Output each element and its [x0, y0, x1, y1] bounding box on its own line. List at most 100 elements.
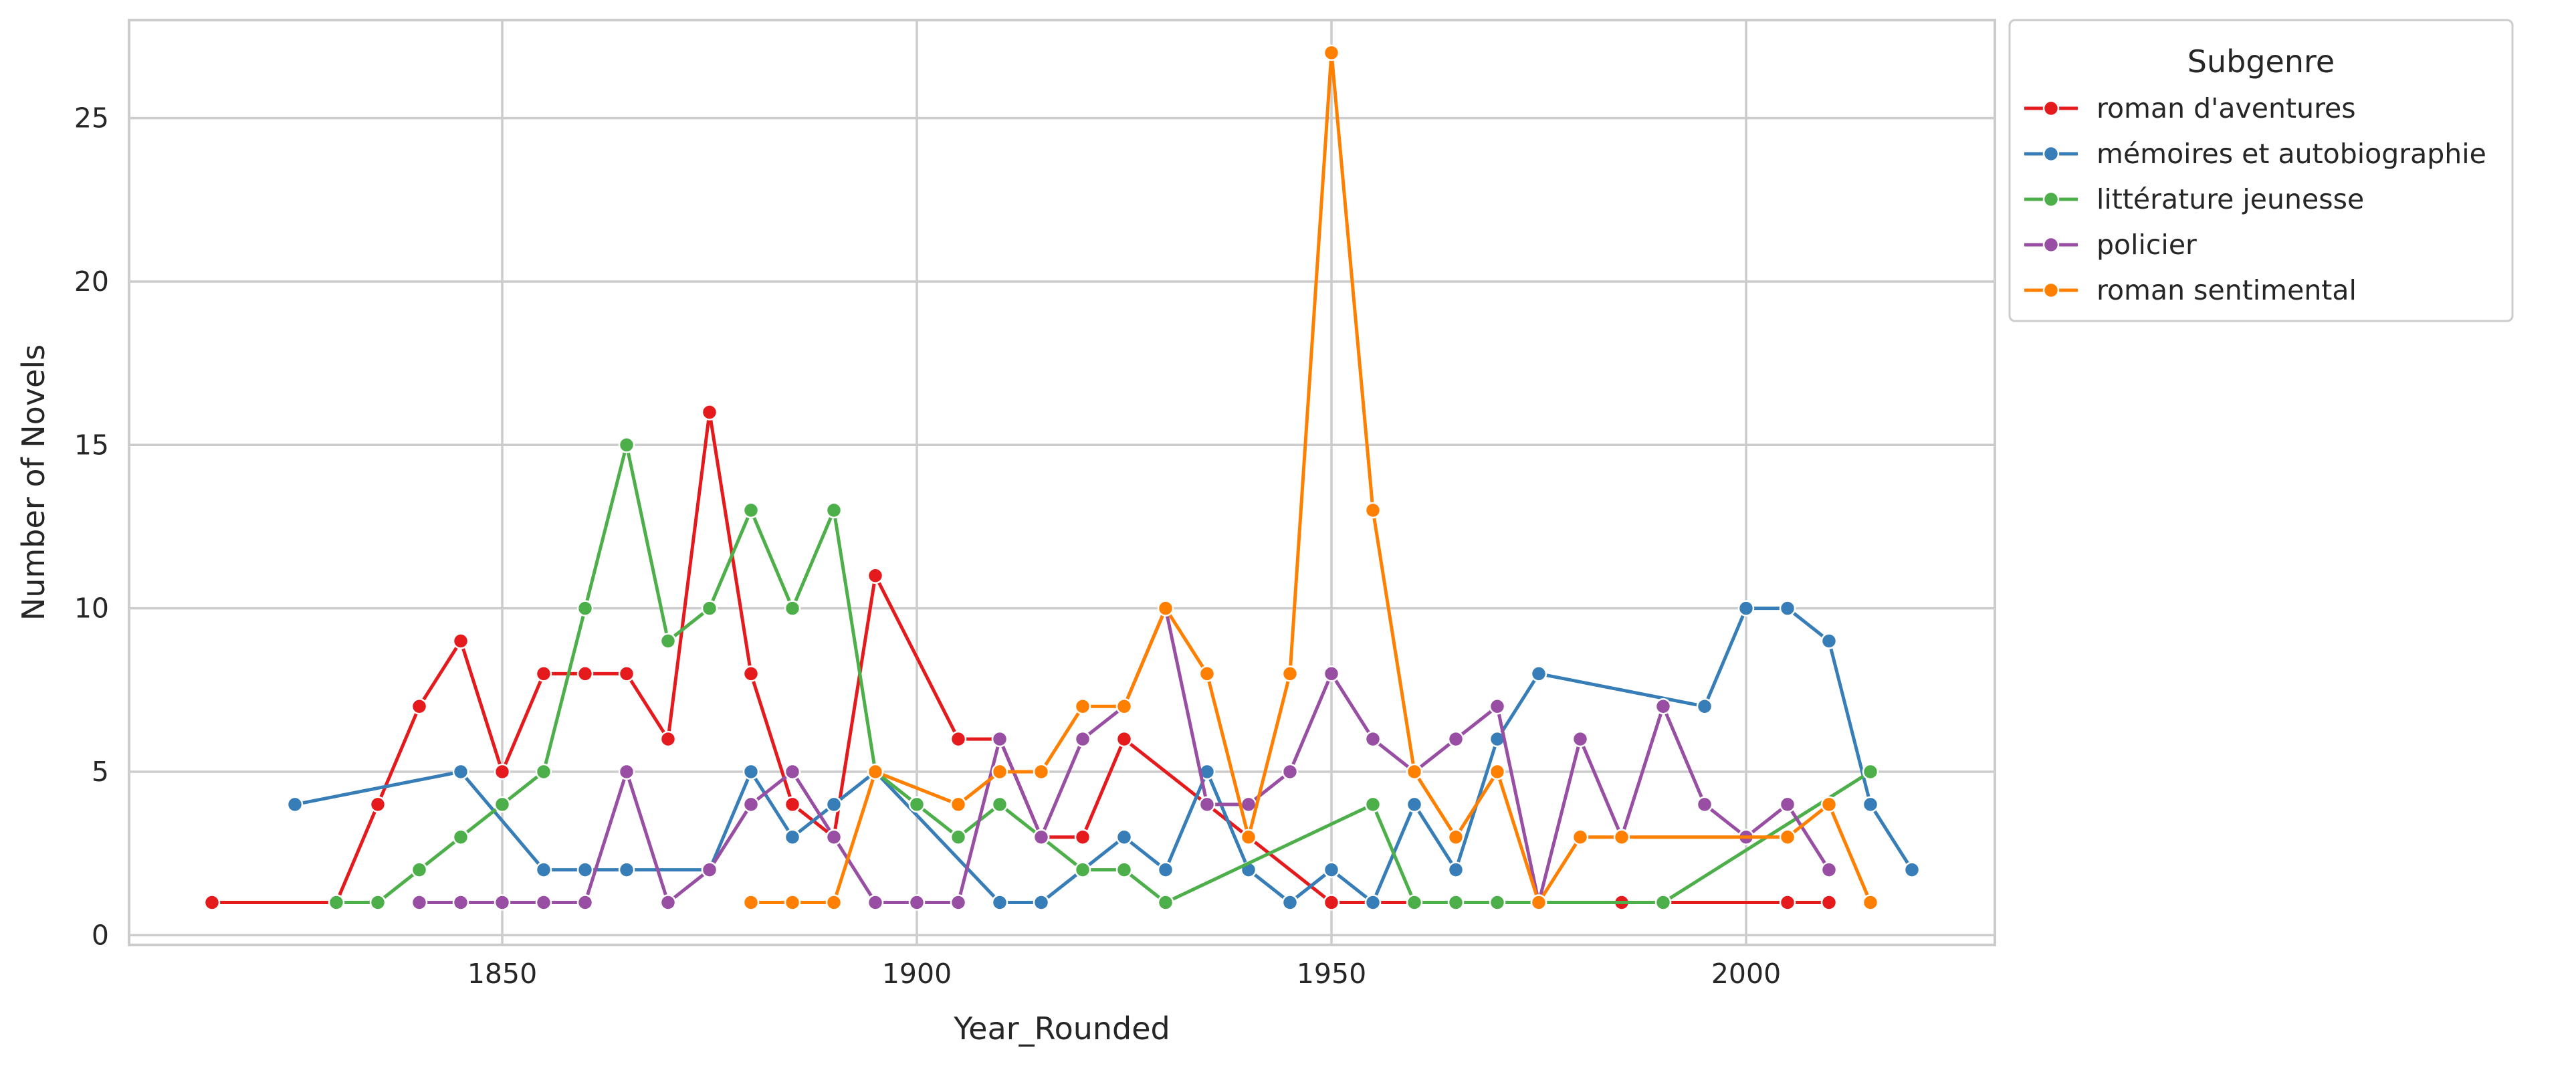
tick-labels: 1850 1900 1950 2000 0 5 10 15 20 25	[74, 102, 1781, 990]
data-point	[1157, 600, 1174, 617]
data-point	[867, 763, 884, 780]
data-point	[950, 796, 967, 813]
data-point	[1447, 894, 1465, 911]
series-line	[294, 607, 1914, 904]
data-point	[701, 861, 718, 878]
data-point	[1862, 894, 1879, 911]
data-point	[452, 633, 469, 649]
data-point	[618, 437, 635, 453]
data-point	[950, 894, 967, 911]
data-point	[991, 894, 1008, 911]
data-point	[369, 894, 387, 911]
data-point	[1033, 829, 1050, 845]
data-point	[659, 730, 677, 748]
data-point	[369, 796, 387, 813]
data-point	[1115, 861, 1133, 878]
data-point	[1364, 894, 1382, 911]
data-point	[328, 894, 345, 911]
grid-lines	[129, 20, 1995, 945]
data-point	[618, 861, 635, 878]
data-point	[825, 894, 843, 911]
data-point	[1489, 894, 1506, 911]
data-point	[659, 894, 677, 911]
data-point	[1074, 698, 1091, 715]
data-point	[1406, 763, 1423, 780]
data-point	[1198, 796, 1216, 813]
data-point	[742, 763, 760, 780]
data-point	[1364, 730, 1382, 748]
data-point	[576, 665, 594, 682]
data-point	[1115, 730, 1133, 748]
data-point	[784, 894, 801, 911]
x-tick-label: 1850	[467, 958, 537, 990]
data-point	[452, 829, 469, 845]
data-point	[1820, 633, 1838, 649]
data-point	[618, 763, 635, 780]
data-point	[535, 763, 552, 780]
data-point	[1489, 698, 1506, 715]
x-tick-label: 1900	[882, 958, 952, 990]
data-point	[452, 763, 469, 780]
data-point	[1281, 665, 1299, 682]
legend-label: littérature jeunesse	[2097, 183, 2364, 215]
data-point	[1323, 861, 1340, 878]
y-tick-label: 20	[74, 265, 109, 298]
y-axis-title: Number of Novels	[15, 344, 51, 621]
data-point	[1157, 861, 1174, 878]
data-point	[1779, 600, 1796, 617]
data-point	[1323, 44, 1340, 62]
data-point	[286, 796, 304, 813]
data-point	[535, 894, 552, 911]
plot-frame	[128, 19, 1996, 946]
data-point	[1572, 730, 1589, 748]
data-point	[1323, 894, 1340, 911]
x-axis-title: Year_Rounded	[953, 1010, 1170, 1047]
data-point	[535, 861, 552, 878]
data-point	[1447, 730, 1465, 748]
data-point	[576, 600, 594, 617]
data-point	[1406, 894, 1423, 911]
y-tick-label: 25	[74, 102, 109, 134]
legend-title: Subgenre	[2187, 43, 2335, 80]
data-point	[1033, 763, 1050, 780]
data-point	[742, 502, 760, 519]
data-point	[411, 894, 428, 911]
legend-swatch-marker	[2042, 100, 2060, 117]
legend-label: policier	[2097, 229, 2197, 261]
x-tick-label: 1950	[1297, 958, 1366, 990]
data-point	[1530, 894, 1547, 911]
data-point	[1779, 796, 1796, 813]
data-point	[1074, 730, 1091, 748]
data-point	[1654, 894, 1672, 911]
data-point	[784, 796, 801, 813]
data-point	[1115, 698, 1133, 715]
data-point	[908, 796, 926, 813]
data-point	[494, 763, 511, 780]
data-point	[1281, 763, 1299, 780]
data-point	[1779, 829, 1796, 845]
data-point	[411, 698, 428, 715]
data-point	[1903, 861, 1921, 878]
data-point	[1033, 894, 1050, 911]
data-point	[1364, 796, 1382, 813]
data-point	[1198, 665, 1216, 682]
data-point	[991, 796, 1008, 813]
series-group	[742, 44, 1879, 911]
data-point	[908, 894, 926, 911]
data-point	[784, 763, 801, 780]
y-tick-label: 10	[74, 593, 109, 625]
data-point	[1820, 894, 1838, 911]
data-point	[1489, 763, 1506, 780]
data-point	[701, 404, 718, 421]
data-point	[1779, 894, 1796, 911]
data-point	[1737, 600, 1755, 617]
data-point	[1862, 763, 1879, 780]
data-point	[742, 894, 760, 911]
data-point	[203, 894, 221, 911]
x-tick-label: 2000	[1711, 958, 1781, 990]
data-point	[1406, 796, 1423, 813]
data-point	[742, 665, 760, 682]
legend-label: roman sentimental	[2097, 274, 2357, 306]
data-point	[494, 894, 511, 911]
